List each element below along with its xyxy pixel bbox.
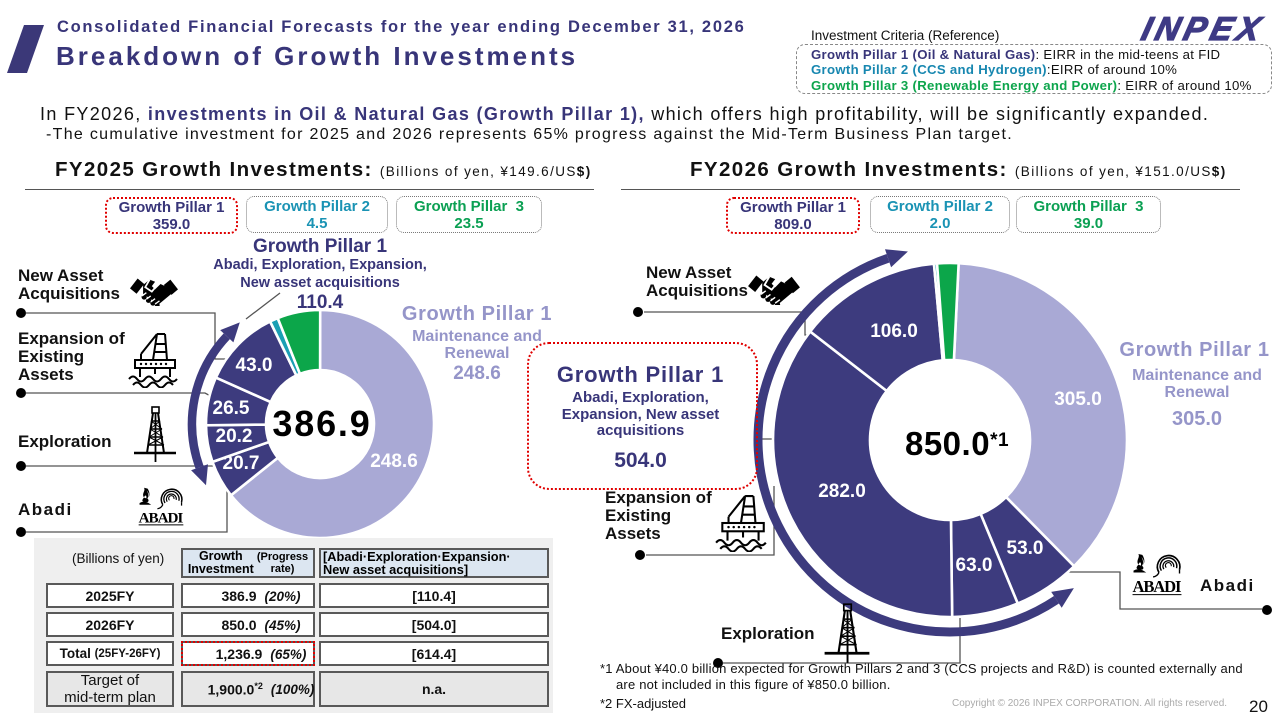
svg-text:ABADI: ABADI xyxy=(1133,577,1182,596)
svg-text:ABADI: ABADI xyxy=(139,510,184,527)
